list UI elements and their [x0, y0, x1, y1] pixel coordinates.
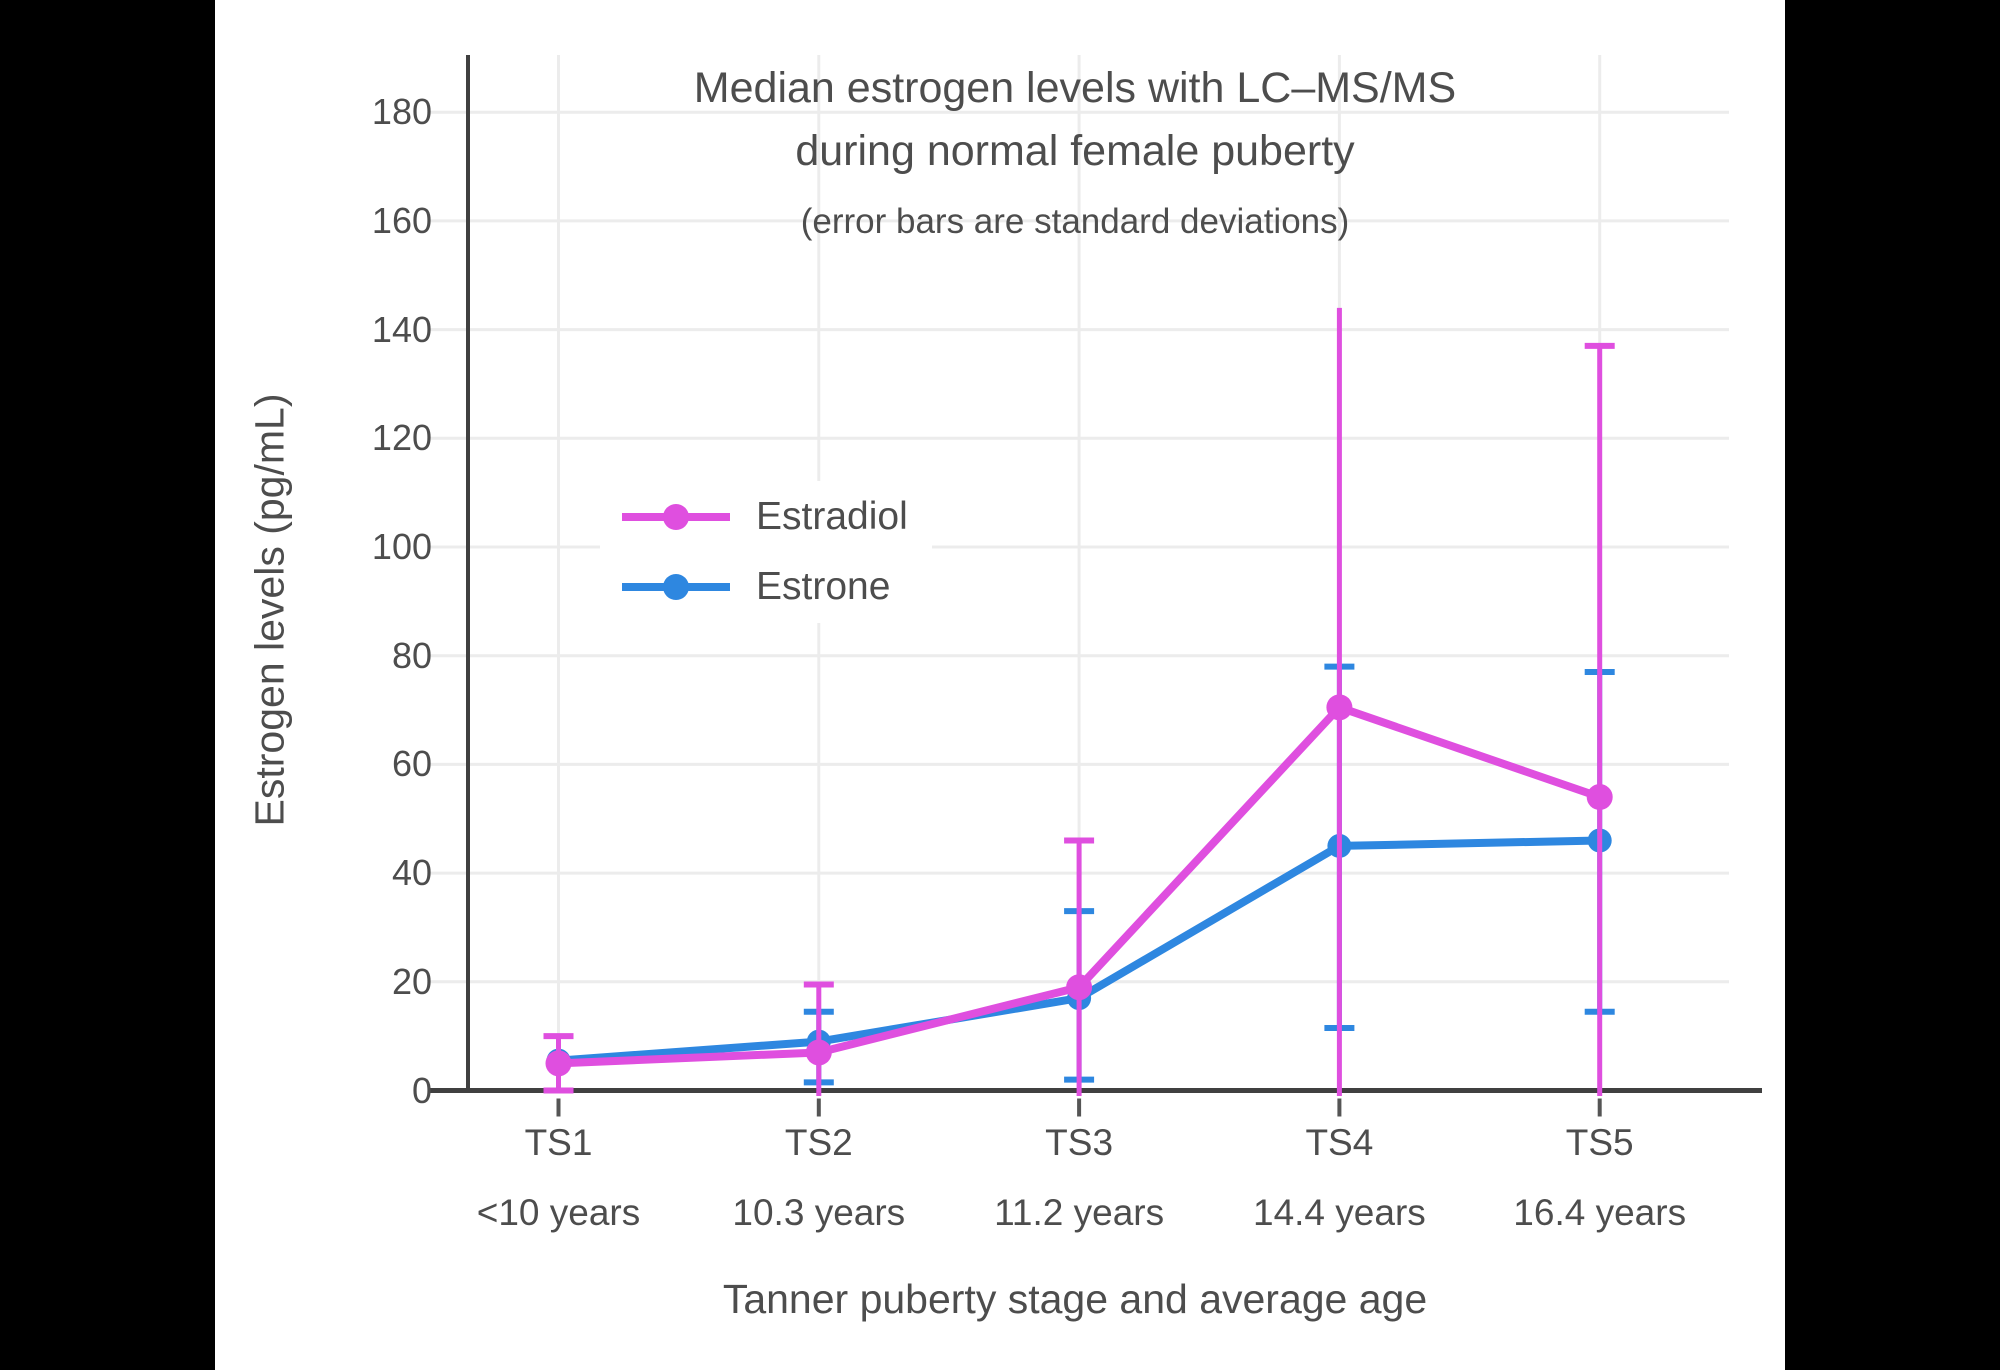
figure-panel [215, 0, 1785, 1370]
y-tick-label-0: 0 [411, 1069, 432, 1111]
x-tick-age-label-TS3: 11.2 years [994, 1192, 1165, 1233]
y-tick-label-120: 120 [371, 417, 432, 459]
legend-entry-estrone: Estrone [620, 565, 908, 609]
chart-title-line1: Median estrogen levels with LC–MS/MS [693, 64, 1457, 112]
y-tick-label-180: 180 [371, 91, 432, 133]
data-point-Estradiol-TS1 [545, 1050, 572, 1077]
data-point-Estradiol-TS2 [805, 1039, 832, 1066]
data-point-Estradiol-TS3 [1066, 974, 1093, 1001]
data-point-Estradiol-TS4 [1326, 694, 1353, 721]
data-point-Estradiol-TS5 [1586, 784, 1613, 811]
legend-label-estrone: Estrone [756, 565, 891, 608]
y-tick-label-160: 160 [371, 199, 432, 241]
legend-swatch-estradiol [622, 504, 730, 530]
y-tick-label-40: 40 [391, 852, 432, 894]
y-tick-label-80: 80 [391, 634, 432, 676]
x-tick-age-label-TS2: 10.3 years [732, 1192, 906, 1233]
legend-dot-icon [663, 574, 689, 600]
legend-dot-icon [663, 504, 689, 530]
x-tick-age-label-TS1: <10 years [476, 1192, 641, 1233]
chart-subtitle: (error bars are standard deviations) [800, 202, 1350, 241]
x-axis-title: Tanner puberty stage and average age [722, 1276, 1428, 1322]
x-tick-stage-label-TS3: TS3 [1045, 1122, 1114, 1163]
legend-entry-estradiol: Estradiol [620, 495, 908, 539]
x-tick-stage-label-TS4: TS4 [1305, 1122, 1374, 1163]
y-tick-label-100: 100 [371, 526, 432, 567]
x-tick-stage-label-TS2: TS2 [784, 1122, 853, 1163]
x-tick-age-label-TS4: 14.4 years [1253, 1192, 1426, 1233]
y-tick-label-20: 20 [391, 960, 432, 1002]
x-tick-stage-label-TS1: TS1 [524, 1122, 593, 1163]
y-tick-label-60: 60 [391, 743, 432, 785]
legend-label-estradiol: Estradiol [756, 495, 908, 538]
chart-title-line2: during normal female puberty [795, 127, 1355, 175]
legend-swatch-estrone [622, 574, 730, 600]
legend: Estradiol Estrone [600, 481, 932, 623]
y-tick-label-140: 140 [371, 308, 432, 350]
x-tick-stage-label-TS5: TS5 [1565, 1122, 1634, 1163]
x-tick-age-label-TS5: 16.4 years [1513, 1192, 1687, 1233]
